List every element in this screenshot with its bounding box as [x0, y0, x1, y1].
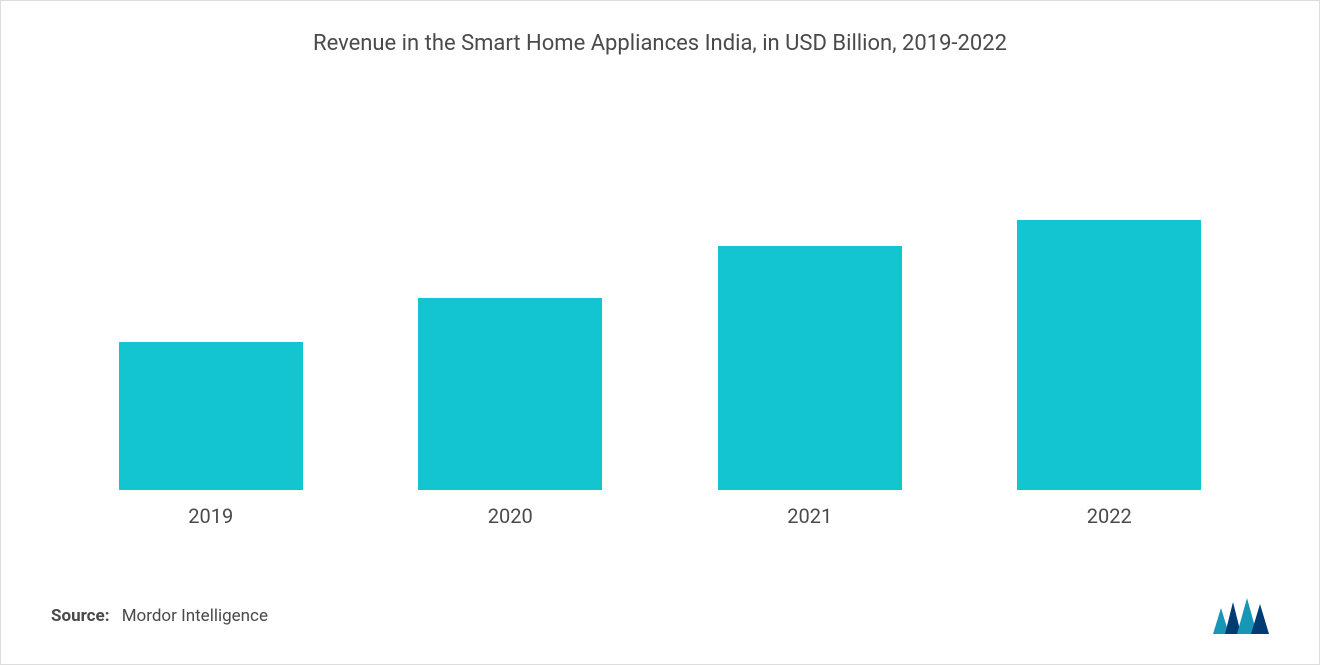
source-value: Mordor Intelligence: [122, 606, 268, 626]
bar-label-2: 2021: [787, 504, 832, 528]
bar-3: [1017, 220, 1201, 490]
mordor-logo-icon: [1213, 598, 1269, 634]
source-label: Source:: [51, 606, 109, 626]
plot-area: 2019 2020 2021 2022: [51, 96, 1269, 528]
bar-label-0: 2019: [188, 504, 233, 528]
bar-group-0: 2019: [79, 342, 343, 528]
bar-group-1: 2020: [378, 298, 642, 528]
bar-2: [718, 246, 902, 490]
logo-bar-3: [1251, 604, 1269, 634]
bar-1: [418, 298, 602, 490]
bar-group-2: 2021: [678, 246, 942, 528]
bar-label-3: 2022: [1087, 504, 1132, 528]
chart-footer: Source: Mordor Intelligence: [51, 598, 1269, 634]
chart-title: Revenue in the Smart Home Appliances Ind…: [51, 31, 1269, 56]
bar-0: [119, 342, 303, 490]
chart-container: Revenue in the Smart Home Appliances Ind…: [0, 0, 1320, 665]
source-line: Source: Mordor Intelligence: [51, 606, 268, 626]
bar-label-1: 2020: [488, 504, 533, 528]
bar-group-3: 2022: [977, 220, 1241, 528]
